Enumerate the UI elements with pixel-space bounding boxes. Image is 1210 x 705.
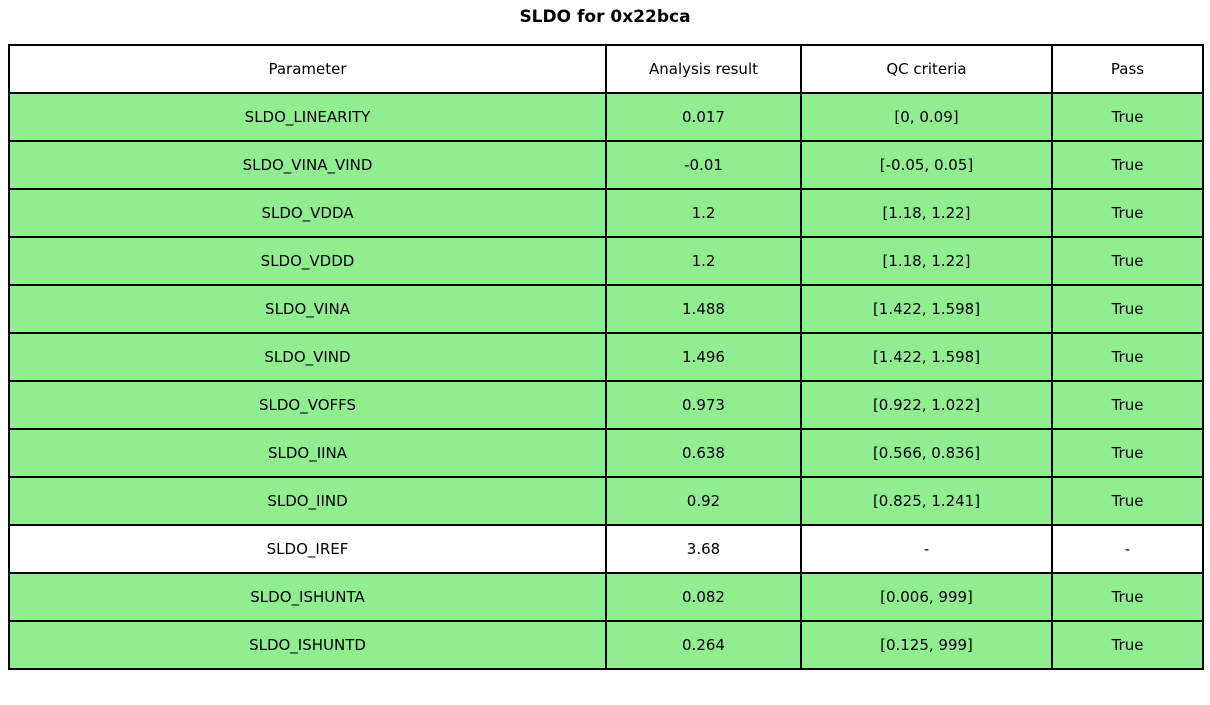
result-cell: 0.264	[605, 620, 802, 670]
pass-cell: -	[1051, 524, 1204, 574]
column-header-qc-criteria: QC criteria	[800, 44, 1053, 94]
page-title: SLDO for 0x22bca	[519, 7, 691, 27]
pass-cell: True	[1051, 92, 1204, 142]
qc-criteria-cell: [0, 0.09]	[800, 92, 1053, 142]
parameter-cell: SLDO_VIND	[8, 332, 607, 382]
column-header-parameter: Parameter	[8, 44, 607, 94]
qc-criteria-cell: [0.006, 999]	[800, 572, 1053, 622]
parameter-cell: SLDO_VOFFS	[8, 380, 607, 430]
pass-cell: True	[1051, 476, 1204, 526]
qc-criteria-cell: [1.422, 1.598]	[800, 332, 1053, 382]
table-row: SLDO_IINA 0.638 [0.566, 0.836] True	[8, 428, 1204, 478]
result-cell: 0.638	[605, 428, 802, 478]
table-row: SLDO_VOFFS 0.973 [0.922, 1.022] True	[8, 380, 1204, 430]
result-cell: 0.973	[605, 380, 802, 430]
pass-cell: True	[1051, 236, 1204, 286]
qc-criteria-cell: [0.825, 1.241]	[800, 476, 1053, 526]
table-row: SLDO_LINEARITY 0.017 [0, 0.09] True	[8, 92, 1204, 142]
qc-criteria-cell: [0.566, 0.836]	[800, 428, 1053, 478]
column-header-analysis-result: Analysis result	[605, 44, 802, 94]
pass-cell: True	[1051, 188, 1204, 238]
result-cell: 1.2	[605, 188, 802, 238]
pass-cell: True	[1051, 332, 1204, 382]
result-cell: 1.2	[605, 236, 802, 286]
qc-criteria-cell: [0.125, 999]	[800, 620, 1053, 670]
pass-cell: True	[1051, 572, 1204, 622]
table-row: SLDO_VDDA 1.2 [1.18, 1.22] True	[8, 188, 1204, 238]
parameter-cell: SLDO_ISHUNTA	[8, 572, 607, 622]
result-cell: 3.68	[605, 524, 802, 574]
qc-criteria-cell: [1.422, 1.598]	[800, 284, 1053, 334]
result-cell: 0.082	[605, 572, 802, 622]
pass-cell: True	[1051, 140, 1204, 190]
table-row: SLDO_VDDD 1.2 [1.18, 1.22] True	[8, 236, 1204, 286]
parameter-cell: SLDO_IIND	[8, 476, 607, 526]
parameter-cell: SLDO_IREF	[8, 524, 607, 574]
table-row: SLDO_IIND 0.92 [0.825, 1.241] True	[8, 476, 1204, 526]
qc-criteria-cell: [1.18, 1.22]	[800, 188, 1053, 238]
column-header-pass: Pass	[1051, 44, 1204, 94]
parameter-cell: SLDO_VINA_VIND	[8, 140, 607, 190]
qc-criteria-cell: -	[800, 524, 1053, 574]
table-header-row: Parameter Analysis result QC criteria Pa…	[8, 44, 1204, 94]
result-cell: 1.488	[605, 284, 802, 334]
result-cell: 0.017	[605, 92, 802, 142]
pass-cell: True	[1051, 428, 1204, 478]
table-row: SLDO_VIND 1.496 [1.422, 1.598] True	[8, 332, 1204, 382]
pass-cell: True	[1051, 620, 1204, 670]
table-row: SLDO_ISHUNTD 0.264 [0.125, 999] True	[8, 620, 1204, 670]
result-cell: 0.92	[605, 476, 802, 526]
qc-criteria-cell: [1.18, 1.22]	[800, 236, 1053, 286]
table-row: SLDO_VINA 1.488 [1.422, 1.598] True	[8, 284, 1204, 334]
parameter-cell: SLDO_LINEARITY	[8, 92, 607, 142]
table-row: SLDO_IREF 3.68 - -	[8, 524, 1204, 574]
qc-results-table: Parameter Analysis result QC criteria Pa…	[8, 44, 1204, 670]
parameter-cell: SLDO_ISHUNTD	[8, 620, 607, 670]
qc-criteria-cell: [-0.05, 0.05]	[800, 140, 1053, 190]
table-row: SLDO_ISHUNTA 0.082 [0.006, 999] True	[8, 572, 1204, 622]
table-row: SLDO_VINA_VIND -0.01 [-0.05, 0.05] True	[8, 140, 1204, 190]
parameter-cell: SLDO_VINA	[8, 284, 607, 334]
qc-criteria-cell: [0.922, 1.022]	[800, 380, 1053, 430]
parameter-cell: SLDO_IINA	[8, 428, 607, 478]
pass-cell: True	[1051, 284, 1204, 334]
result-cell: 1.496	[605, 332, 802, 382]
pass-cell: True	[1051, 380, 1204, 430]
parameter-cell: SLDO_VDDD	[8, 236, 607, 286]
parameter-cell: SLDO_VDDA	[8, 188, 607, 238]
result-cell: -0.01	[605, 140, 802, 190]
